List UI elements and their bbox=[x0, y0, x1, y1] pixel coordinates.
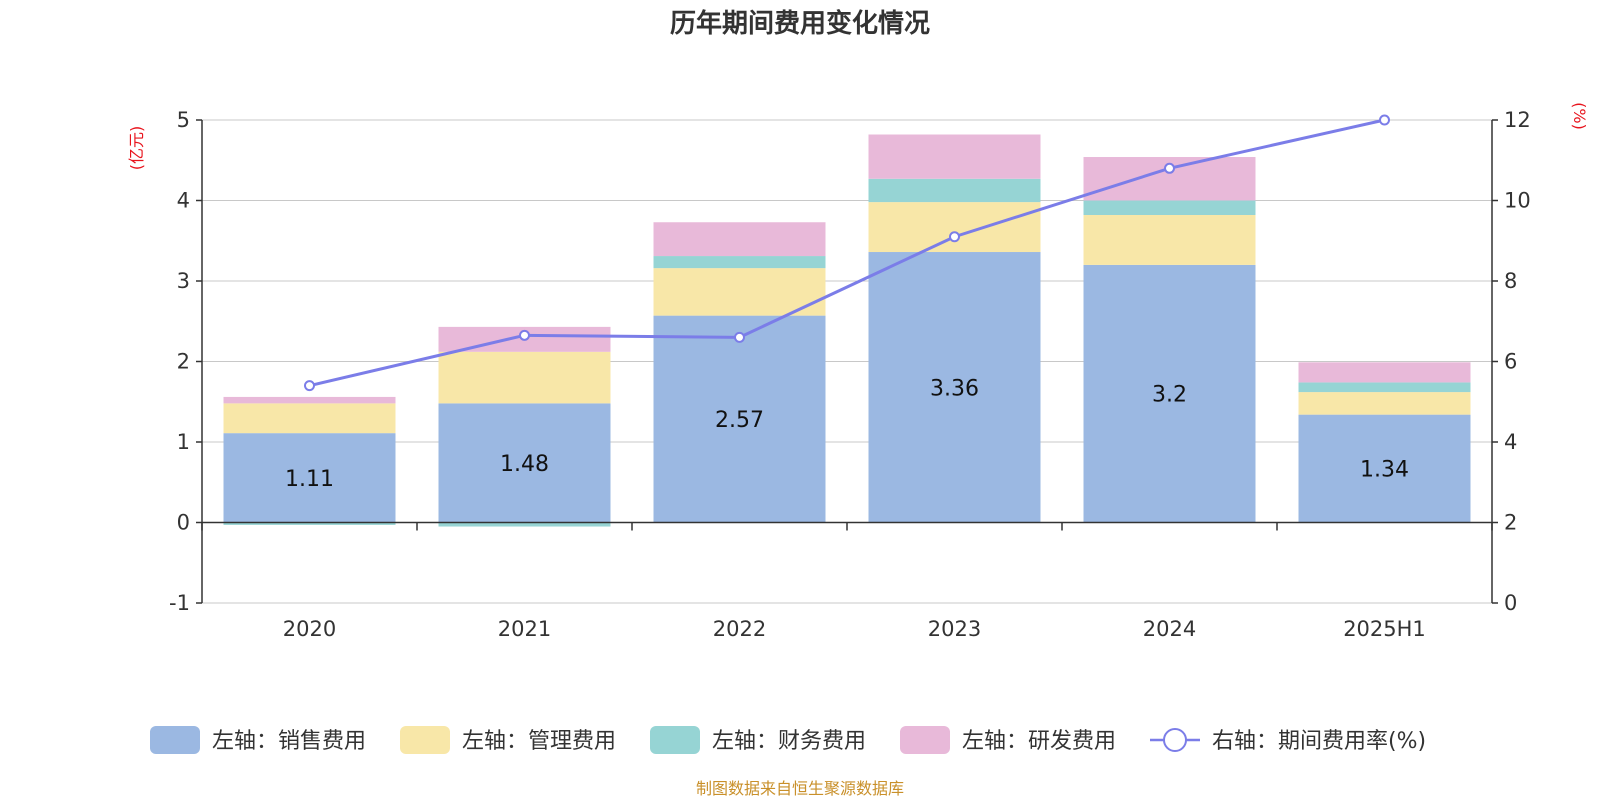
bar-segment bbox=[1083, 214, 1256, 265]
left-tick-label: 4 bbox=[177, 189, 190, 213]
rate-line-path bbox=[309, 118, 1385, 388]
bar-value-label: 1.11 bbox=[285, 467, 334, 492]
left-axis-unit: (亿元) bbox=[127, 126, 146, 171]
left-tick-label: 5 bbox=[177, 108, 190, 132]
bar-segment bbox=[1083, 200, 1256, 215]
bar-value-label: 3.2 bbox=[1152, 383, 1187, 408]
category-label: 2025H1 bbox=[1343, 617, 1426, 641]
right-tick-label: 6 bbox=[1504, 350, 1517, 374]
grid-lines bbox=[202, 119, 1492, 604]
bar-value-label: 1.48 bbox=[500, 452, 549, 477]
rate-point bbox=[1379, 114, 1390, 126]
right-tick-label: 10 bbox=[1504, 189, 1531, 213]
rate-point bbox=[734, 331, 745, 343]
legend-swatch bbox=[900, 726, 950, 754]
legend-label: 左轴：研发费用 bbox=[962, 729, 1116, 754]
bar-segment bbox=[653, 222, 826, 257]
right-axis-unit: (%) bbox=[1570, 102, 1589, 130]
bar-segment bbox=[223, 396, 396, 404]
category-label: 2024 bbox=[1143, 617, 1196, 641]
category-label: 2021 bbox=[498, 617, 551, 641]
bar-segment bbox=[223, 433, 396, 523]
bar-segment bbox=[868, 202, 1041, 253]
right-tick-label: 8 bbox=[1504, 269, 1517, 293]
data-labels: 1.11 1.48 2.57 3.36 3.2 1.34 bbox=[285, 376, 1409, 492]
right-tick-label: 0 bbox=[1504, 591, 1517, 615]
bar-segment bbox=[1298, 362, 1471, 383]
legend: 左轴：销售费用 左轴：管理费用 左轴：财务费用 左轴：研发费用 右轴：期间费用率(%) bbox=[150, 726, 1426, 754]
bar-segment bbox=[438, 403, 611, 523]
bar-segment bbox=[1083, 264, 1256, 523]
bar-value-label: 1.34 bbox=[1360, 458, 1409, 483]
legend-swatch bbox=[400, 726, 450, 754]
legend-label: 右轴：期间费用率(%) bbox=[1212, 729, 1426, 754]
legend-label: 左轴：财务费用 bbox=[712, 729, 866, 754]
bar-value-label: 2.57 bbox=[715, 408, 764, 433]
rate-point bbox=[304, 380, 315, 392]
left-tick-label: 2 bbox=[177, 350, 190, 374]
legend-swatch bbox=[650, 726, 700, 754]
category-label: 2020 bbox=[283, 617, 336, 641]
bar-segment bbox=[1298, 382, 1471, 393]
left-tick-label: -1 bbox=[169, 591, 190, 615]
bar-segment bbox=[438, 351, 611, 404]
bar-segment bbox=[653, 256, 826, 269]
rate-point bbox=[1164, 162, 1175, 174]
bar-value-label: 3.36 bbox=[930, 376, 979, 401]
legend-marker bbox=[1163, 728, 1187, 752]
bar-segment bbox=[1298, 414, 1471, 523]
right-tick-label: 12 bbox=[1504, 108, 1531, 132]
legend-label: 左轴：管理费用 bbox=[462, 729, 616, 754]
chart-title: 历年期间费用变化情况 bbox=[670, 8, 930, 39]
bar-segment bbox=[438, 522, 611, 527]
legend-label: 左轴：销售费用 bbox=[212, 729, 366, 754]
category-label: 2022 bbox=[713, 617, 766, 641]
bar-segment bbox=[223, 522, 396, 525]
right-tick-label: 2 bbox=[1504, 511, 1517, 535]
bar-segment bbox=[868, 178, 1041, 203]
bars bbox=[223, 134, 1471, 527]
left-tick-label: 3 bbox=[177, 269, 190, 293]
rate-point bbox=[949, 231, 960, 243]
legend-swatch bbox=[150, 726, 200, 754]
bar-segment bbox=[223, 403, 396, 434]
rate-line bbox=[304, 114, 1390, 392]
category-label: 2023 bbox=[928, 617, 981, 641]
rate-point bbox=[519, 329, 530, 341]
source-note: 制图数据来自恒生聚源数据库 bbox=[696, 779, 904, 798]
bar-segment bbox=[653, 268, 826, 316]
left-tick-label: 0 bbox=[177, 511, 190, 535]
bar-segment bbox=[1298, 392, 1471, 415]
bar-segment bbox=[653, 315, 826, 523]
right-tick-label: 4 bbox=[1504, 430, 1517, 454]
bar-segment bbox=[868, 134, 1041, 179]
bar-segment bbox=[868, 252, 1041, 523]
left-tick-label: 1 bbox=[177, 430, 190, 454]
